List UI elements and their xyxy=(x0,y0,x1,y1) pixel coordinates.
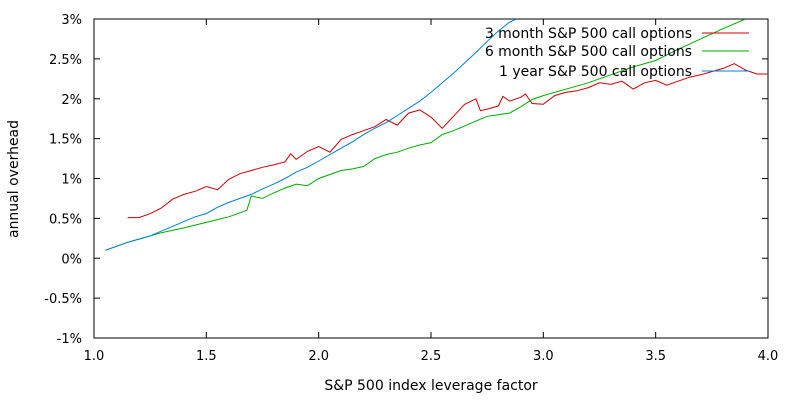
series-layer xyxy=(105,19,768,251)
y-axis: -1% -0.5% 0% 0.5% 1% 1.5% 2% 2.5% 3% xyxy=(44,13,768,347)
x-tick-label: 1.5 xyxy=(196,349,217,364)
x-axis: 1.0 1.5 2.0 2.5 3.0 3.5 4.0 xyxy=(84,19,779,364)
x-axis-title: S&P 500 index leverage factor xyxy=(324,378,538,394)
y-tick-label: 1.5% xyxy=(49,133,82,148)
x-tick-label: 2.0 xyxy=(308,349,329,364)
y-tick-label: -0.5% xyxy=(44,292,82,307)
y-tick-label: 1% xyxy=(61,173,82,188)
x-tick-label: 2.5 xyxy=(421,349,442,364)
x-tick-label: 3.5 xyxy=(645,349,666,364)
legend: 3 month S&P 500 call options 6 month S&P … xyxy=(485,26,749,80)
y-tick-label: 0% xyxy=(61,252,82,267)
x-tick-label: 1.0 xyxy=(84,349,105,364)
y-tick-label: 3% xyxy=(61,13,82,28)
legend-label-2: 6 month S&P 500 call options xyxy=(485,44,692,60)
legend-label-3: 1 year S&P 500 call options xyxy=(499,64,692,80)
y-tick-label: 0.5% xyxy=(49,212,82,227)
x-tick-label: 4.0 xyxy=(758,349,779,364)
x-tick-label: 3.0 xyxy=(533,349,554,364)
y-axis-title: annual overhead xyxy=(6,120,22,238)
legend-label-1: 3 month S&P 500 call options xyxy=(485,26,692,42)
y-tick-label: 2.5% xyxy=(49,53,82,68)
y-tick-label: 2% xyxy=(61,93,82,108)
y-tick-label: -1% xyxy=(57,332,82,347)
series-line-2 xyxy=(105,19,746,251)
series-line-1 xyxy=(127,63,768,219)
series-line-3 xyxy=(105,19,517,251)
